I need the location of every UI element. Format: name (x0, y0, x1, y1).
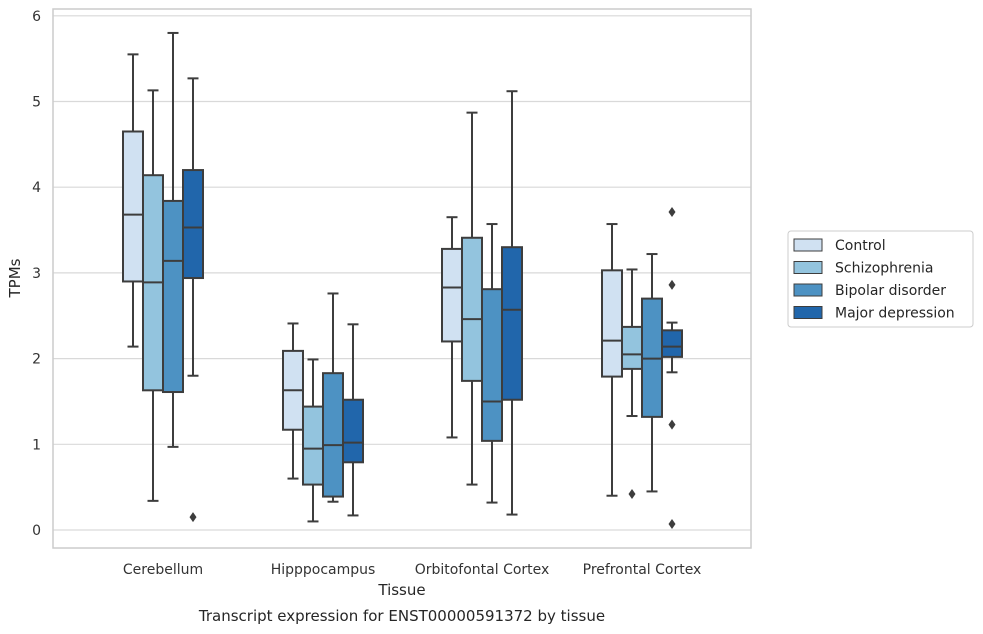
y-tick-label: 5 (32, 95, 41, 111)
x-tick-label: Hipppocampus (271, 562, 376, 578)
box-iqr (601, 269, 623, 378)
outlier-point (668, 519, 676, 530)
box-group (441, 216, 463, 439)
box-group (122, 53, 144, 348)
box-group (282, 322, 304, 480)
box-group (322, 292, 344, 503)
y-tick-label: 0 (32, 523, 41, 539)
box-iqr (302, 405, 324, 486)
legend-label: Schizophrenia (835, 261, 933, 277)
y-tick-label: 4 (32, 180, 41, 196)
legend-label: Bipolar disorder (835, 283, 946, 299)
box-iqr (661, 329, 683, 358)
box-iqr (441, 247, 463, 343)
legend-label: Control (835, 238, 886, 254)
box-group (661, 207, 683, 530)
box-iqr (461, 236, 483, 382)
legend-swatch (793, 261, 823, 274)
legend-frame (787, 230, 974, 328)
box-iqr (122, 130, 144, 283)
outlier-point (668, 419, 676, 430)
outlier-point (668, 279, 676, 290)
outlier-point (628, 489, 636, 500)
legend-swatch (793, 306, 823, 319)
legend-swatch (793, 283, 823, 297)
box-group (481, 223, 503, 504)
boxes (122, 31, 683, 530)
box-iqr (182, 169, 204, 280)
outlier-point (189, 512, 197, 523)
y-tick-labels: 0 1 2 3 4 5 6 (32, 9, 41, 539)
legend: Control Schizophrenia Bipolar disorder Majo… (787, 230, 974, 328)
box-group (601, 223, 623, 497)
box-group (162, 31, 184, 448)
box-iqr (342, 398, 364, 464)
y-tick-label: 1 (32, 437, 41, 453)
box-iqr (501, 246, 523, 401)
box-iqr (162, 199, 184, 394)
legend-label: Major depression (835, 306, 955, 322)
x-tick-label: Orbitofontal Cortex (415, 562, 550, 578)
box-group (182, 77, 204, 523)
box-group (461, 111, 483, 486)
box-iqr (481, 288, 503, 442)
x-tick-label: Cerebellum (123, 562, 203, 578)
legend-swatch (793, 238, 823, 252)
box-group (641, 253, 663, 493)
plot-frame (52, 8, 752, 549)
y-tick-label: 3 (32, 266, 41, 282)
box-group (302, 358, 324, 523)
chart-caption: Transcript expression for ENST0000059137… (198, 607, 605, 625)
y-tick-label: 2 (32, 352, 41, 368)
box-group (621, 268, 643, 500)
box-group (501, 90, 523, 516)
box-iqr (621, 325, 643, 370)
y-axis-title: TPMs (6, 258, 24, 298)
box-iqr (322, 372, 344, 498)
box-group (342, 323, 364, 517)
box-group (142, 89, 164, 502)
x-tick-labels: Cerebellum Hipppocampus Orbitofontal Corte… (123, 562, 701, 578)
x-axis-title: Tissue (377, 581, 425, 599)
y-tick-label: 6 (32, 9, 41, 25)
outlier-point (668, 207, 676, 218)
x-tick-label: Prefrontal Cortex (583, 562, 702, 578)
